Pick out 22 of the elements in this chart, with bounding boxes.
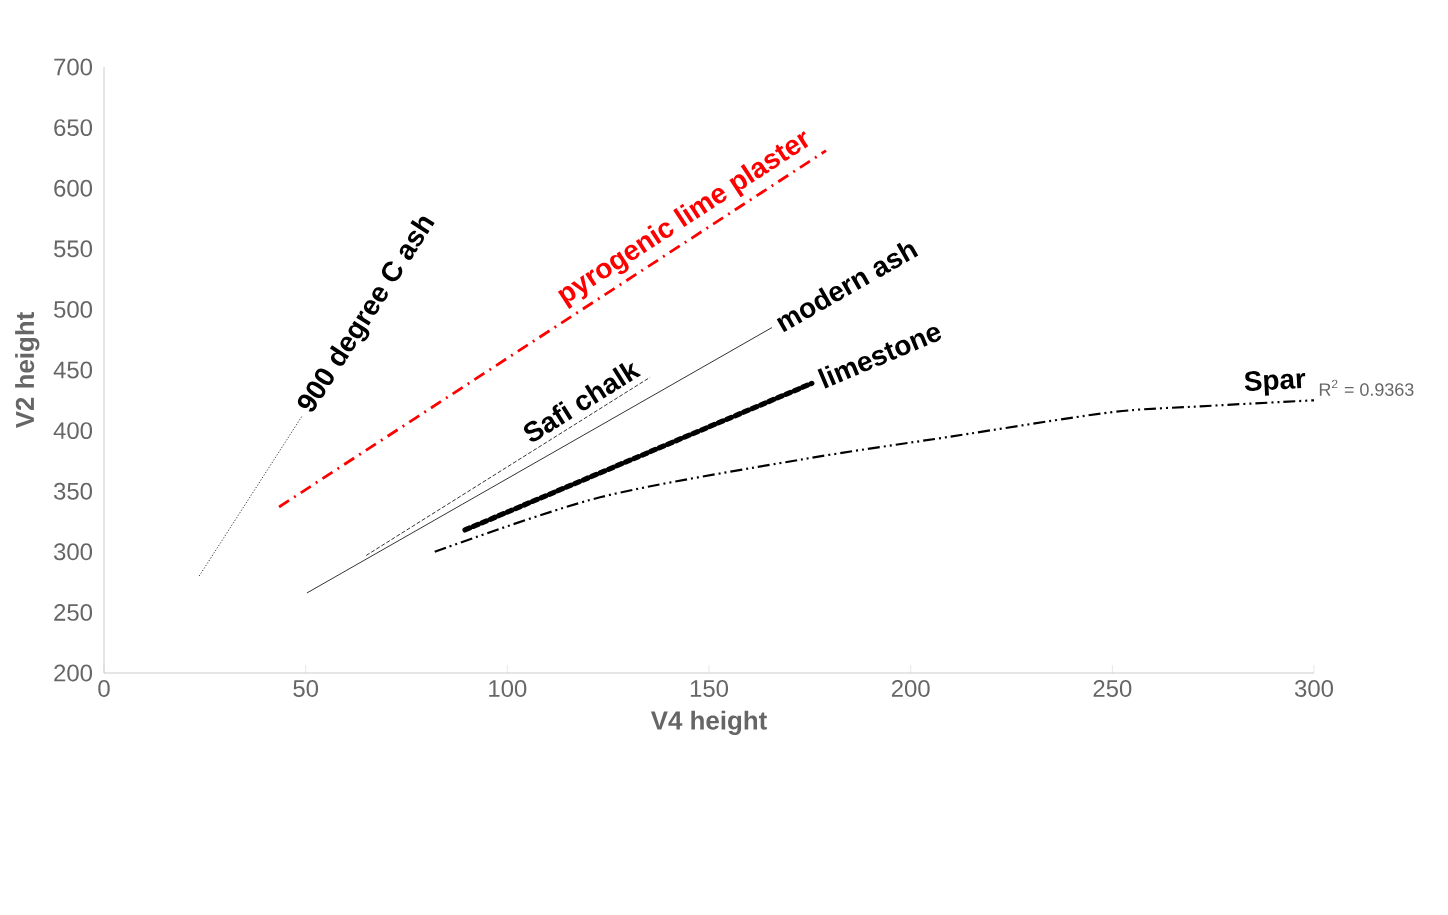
y-tick-label: 650 [54,119,93,137]
y-tick-label: 300 [53,543,93,561]
x-tick-label: 0 [98,680,110,697]
series-label: Spar [1244,371,1306,396]
annotation: R$^{2}$ = 0.9363 [1319,379,1414,396]
y-tick-label: 450 [53,361,93,379]
x-tick-label: 100 [489,680,527,697]
x-axis-title: V4 height [650,710,767,735]
y-tick-label: 400 [53,422,93,440]
y-tick-label: 550 [54,240,93,258]
y-tick-label: 200 [54,664,93,682]
y-tick-label: 250 [54,603,93,621]
y-tick-label: 700 [54,58,93,76]
x-tick-label: 200 [891,680,930,697]
x-tick-label: 250 [1093,680,1132,697]
y-tick-label: 350 [53,482,93,500]
x-tick-label: 150 [690,680,729,697]
x-tick-label: 300 [1294,680,1334,697]
y-tick-label: 500 [54,300,93,318]
y-tick-label: 600 [54,179,93,197]
x-tick-label: 50 [293,680,319,697]
y-axis-title: V2 height [15,312,40,429]
